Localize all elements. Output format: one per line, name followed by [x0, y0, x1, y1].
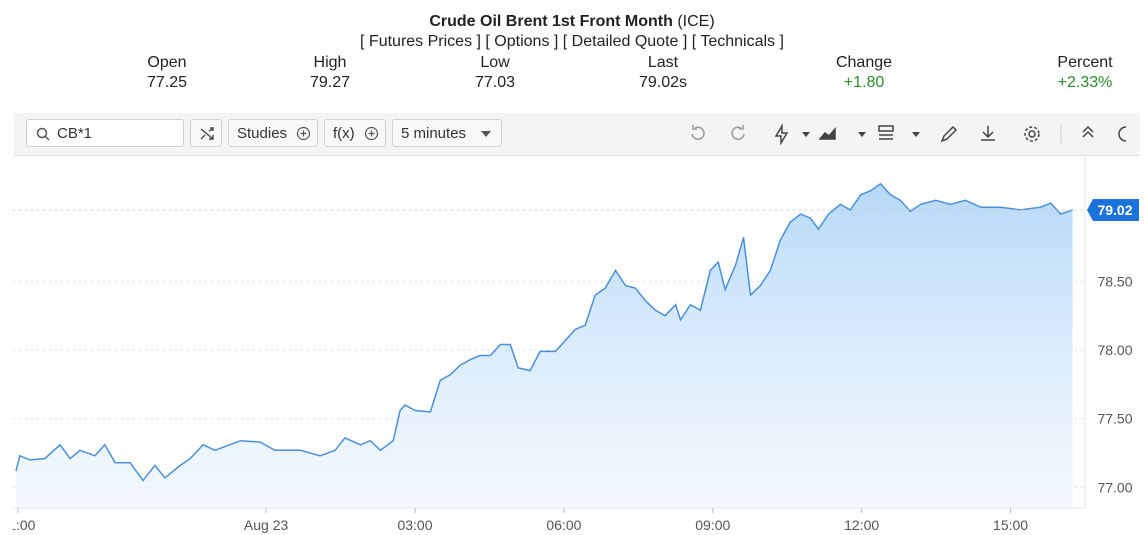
interval-label: 5 minutes — [401, 125, 467, 142]
toolbar-icons[interactable] — [686, 123, 1126, 145]
header-link[interactable]: [ Options ] — [485, 33, 559, 50]
quote-label: Last — [647, 54, 679, 71]
studies-button[interactable]: Studies — [228, 119, 318, 147]
instrument-name: Crude Oil Brent 1st Front Month — [429, 13, 673, 30]
caret — [481, 131, 491, 137]
x-tick-label: 21:00 — [0, 517, 35, 533]
x-tick-label: Aug 23 — [244, 517, 289, 533]
x-tick-label: 15:00 — [993, 517, 1028, 533]
x-axis: 21:00 Aug 23 03:00 06:00 09:00 12:00 15:00 — [0, 508, 1028, 533]
symbol-search[interactable]: CB*1 — [26, 119, 184, 147]
plus-icon — [364, 126, 379, 141]
last-price-tag — [1087, 198, 1139, 221]
area — [15, 183, 1073, 508]
quote-label: Low — [480, 54, 510, 71]
quote-value: 79.27 — [309, 74, 351, 91]
quote-item: Open 77.25 — [147, 53, 187, 93]
y-tick-label: 78.00 — [1097, 342, 1132, 358]
quote-item: Last 79.02s — [639, 53, 687, 93]
studies-label: Studies — [237, 125, 288, 142]
x-tick-label: 09:00 — [695, 517, 730, 533]
quote-item: Low 77.03 — [475, 53, 515, 93]
quote-item: Change +1.80 — [836, 53, 892, 93]
y-tick-label: 77.00 — [1097, 479, 1132, 495]
quote-value: 77.03 — [474, 74, 516, 91]
quote-value: 77.25 — [146, 74, 188, 91]
header-link[interactable]: [ Detailed Quote ] — [562, 33, 688, 50]
x-tick-label: 12:00 — [844, 517, 879, 533]
last-price-label: 79.02 — [1097, 202, 1132, 218]
interval-button[interactable]: 5 minutes — [392, 119, 502, 147]
line — [15, 182, 1073, 482]
quote-label: Change — [835, 54, 893, 71]
search-icon — [36, 127, 50, 141]
x-tick-label: 03:00 — [397, 517, 432, 533]
header-link[interactable]: [ Technicals ] — [691, 33, 784, 50]
quote-item: High 79.27 — [310, 53, 350, 93]
function-button[interactable]: f(x) — [324, 119, 386, 147]
exchange: (ICE) — [677, 13, 715, 30]
quote-value: +1.80 — [843, 74, 885, 91]
quote-value: 79.02s — [638, 74, 688, 91]
x-tick-label: 06:00 — [546, 517, 581, 533]
plot — [15, 182, 1073, 508]
quote-value: +2.33% — [1057, 74, 1113, 91]
toolbar: CB*1 Studies f(x) 5 minutes — [14, 113, 1140, 156]
symbol: CB*1 — [57, 125, 93, 142]
header-title: Crude Oil Brent 1st Front Month (ICE) — [0, 13, 1144, 31]
chart: 77.00 77.50 78.00 78.50 21:00 Aug 23 03:00 06:0… — [0, 155, 1139, 533]
plus-icon — [296, 126, 311, 141]
quote-label: Open — [147, 54, 187, 71]
header-links: [ Futures Prices ] [ Options ] [ Detaile… — [0, 33, 1144, 51]
shuffle-icon — [200, 127, 214, 140]
header-link[interactable]: [ Futures Prices ] — [360, 33, 481, 50]
y-tick-label: 77.50 — [1097, 411, 1132, 427]
quote-label: Percent — [1057, 54, 1113, 71]
y-tick-label: 78.50 — [1097, 273, 1132, 289]
quote-label: High — [313, 54, 347, 71]
function-label: f(x) — [333, 125, 355, 142]
compare-button[interactable] — [190, 119, 222, 147]
quote-item: Percent +2.33% — [1057, 53, 1112, 93]
